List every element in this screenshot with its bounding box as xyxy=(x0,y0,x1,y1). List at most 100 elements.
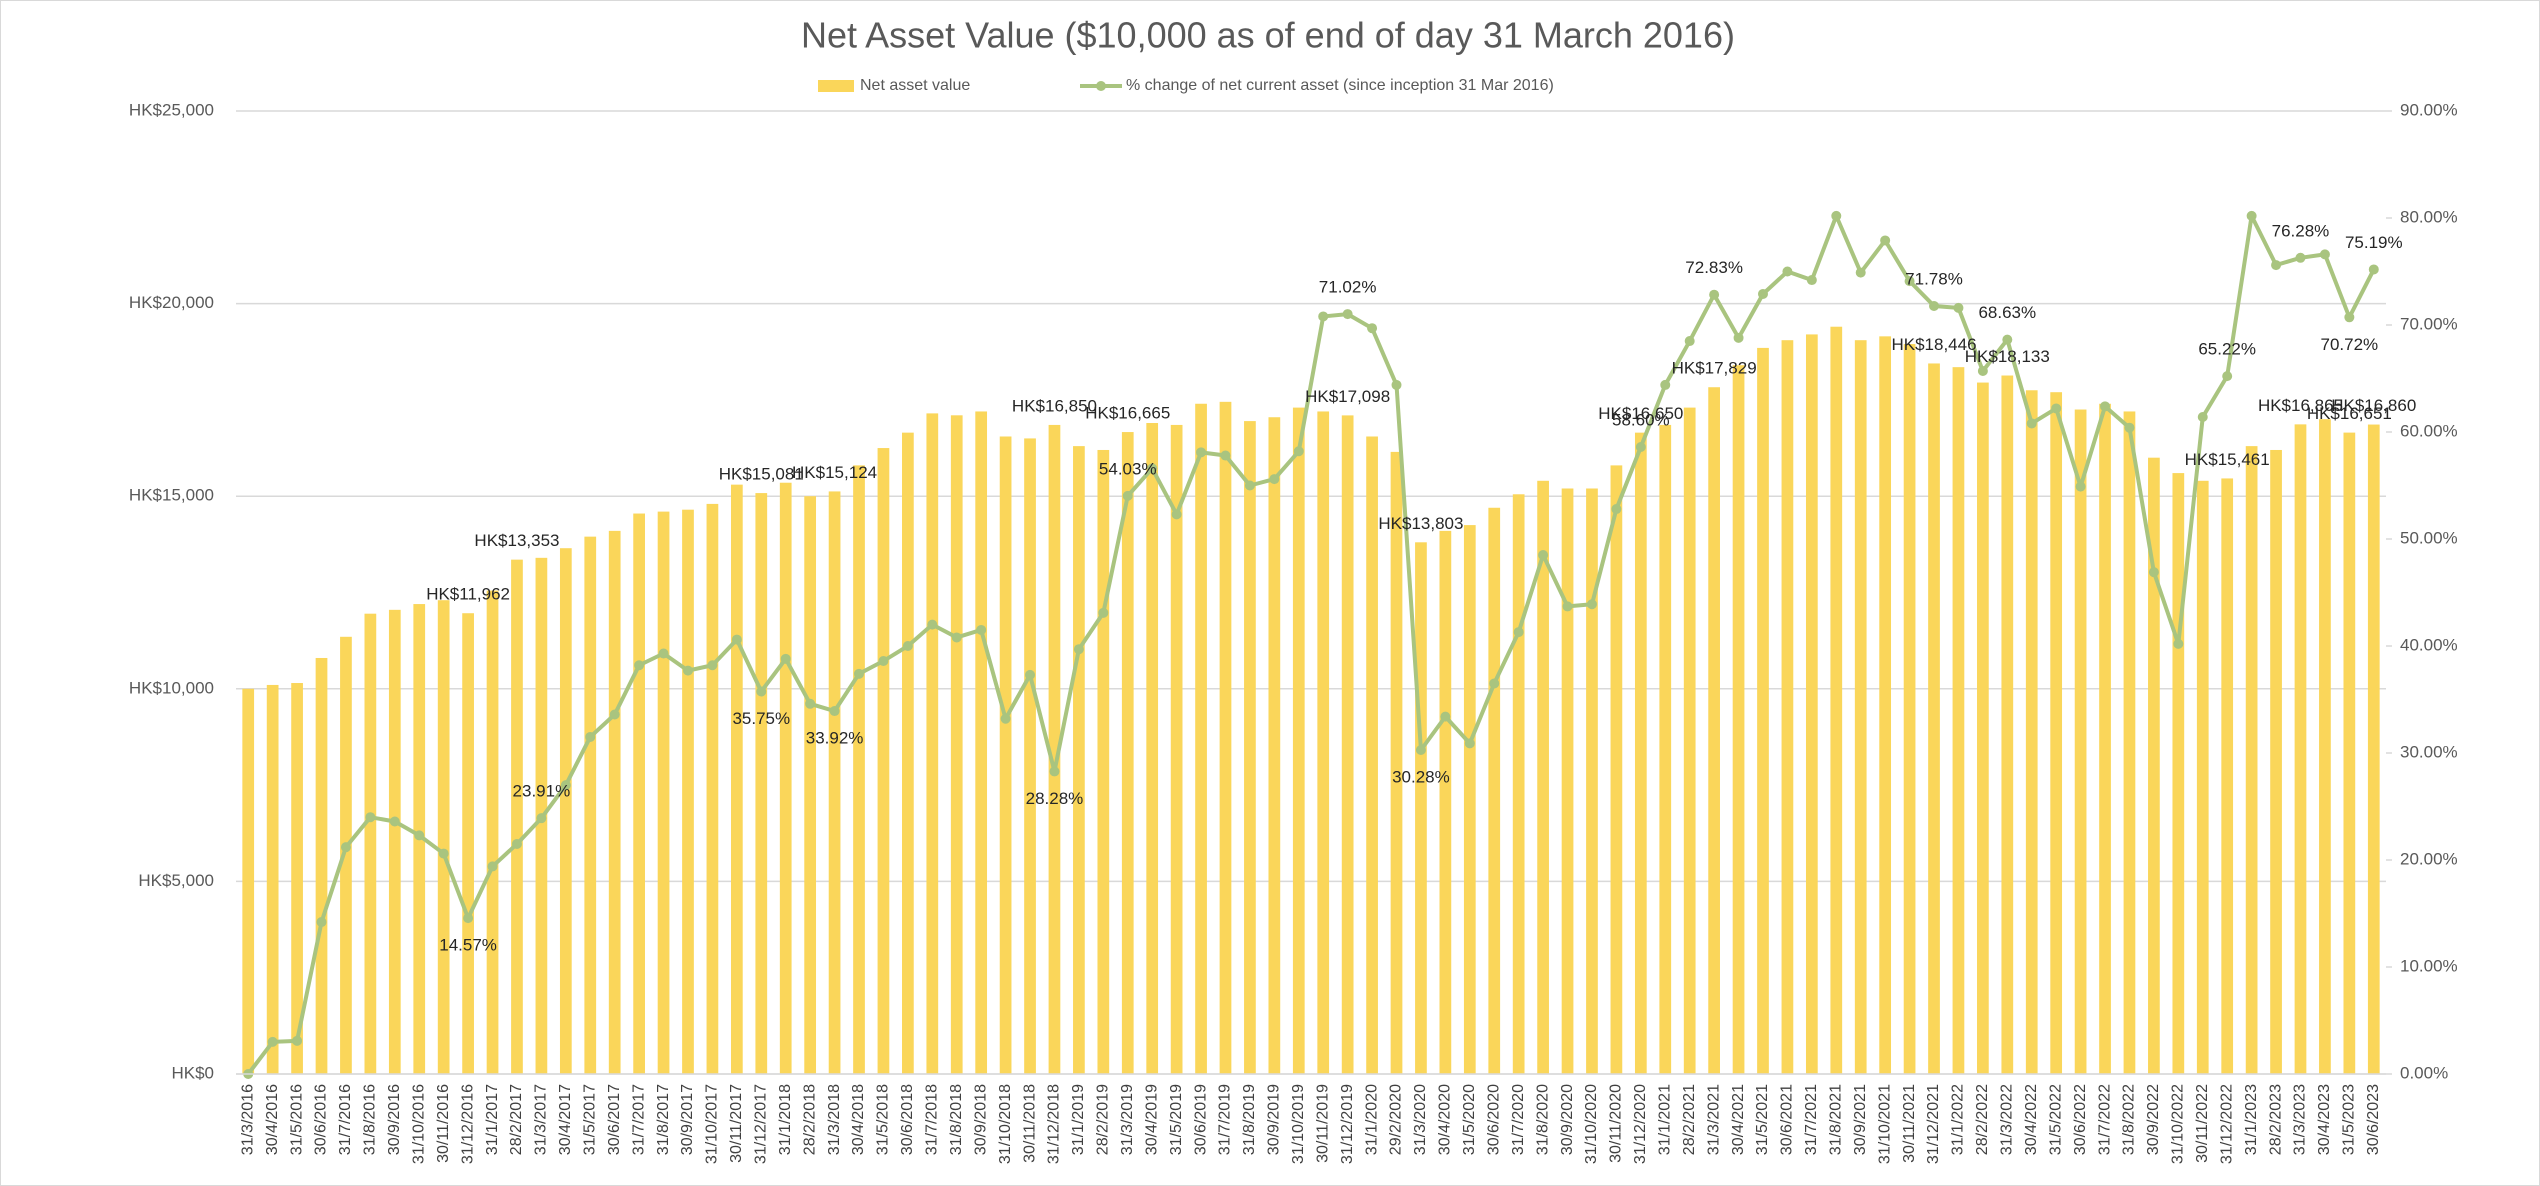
x-tick-label: 30/6/2019 xyxy=(1192,1084,1209,1155)
bar xyxy=(730,484,743,1074)
x-tick-label: 31/12/2021 xyxy=(1925,1084,1942,1164)
x-tick-label: 28/2/2017 xyxy=(508,1084,525,1155)
line-marker xyxy=(829,706,840,717)
x-tick-label: 31/8/2022 xyxy=(2121,1084,2138,1155)
line-marker xyxy=(2148,567,2159,578)
data-label: HK$17,098 xyxy=(1305,387,1390,406)
bar xyxy=(1561,488,1574,1075)
x-tick-label: 30/4/2017 xyxy=(557,1084,574,1155)
y2-tick-label: 0.00% xyxy=(2400,1063,2448,1082)
x-tick-label: 30/11/2020 xyxy=(1608,1084,1625,1163)
legend-swatch xyxy=(1096,81,1106,91)
x-tick-label: 31/7/2019 xyxy=(1217,1084,1234,1155)
x-tick-label: 30/6/2016 xyxy=(313,1084,330,1155)
bar xyxy=(1903,344,1916,1074)
line-marker xyxy=(1440,711,1451,722)
x-tick-label: 31/12/2016 xyxy=(459,1084,476,1164)
bar xyxy=(1317,411,1330,1074)
data-label: 33.92% xyxy=(806,729,864,748)
line-marker xyxy=(585,731,596,742)
x-tick-label: 31/8/2020 xyxy=(1534,1084,1551,1155)
line-marker xyxy=(1977,366,1988,377)
x-tick-label: 30/6/2018 xyxy=(899,1084,916,1155)
bar xyxy=(828,491,841,1074)
x-tick-label: 28/2/2018 xyxy=(801,1084,818,1155)
line-marker xyxy=(1586,599,1597,610)
line-marker xyxy=(2319,249,2330,260)
x-tick-label: 30/11/2016 xyxy=(435,1084,452,1163)
y2-tick-label: 70.00% xyxy=(2400,314,2458,333)
x-tick-label: 31/1/2023 xyxy=(2243,1084,2260,1155)
bar xyxy=(1928,363,1940,1074)
line-marker xyxy=(682,665,693,676)
bar xyxy=(2074,409,2087,1074)
bar xyxy=(2148,457,2160,1074)
x-tick-label: 28/2/2019 xyxy=(1095,1084,1112,1155)
bar xyxy=(2221,478,2234,1075)
x-tick-label: 31/12/2020 xyxy=(1632,1084,1649,1164)
data-label: HK$11,962 xyxy=(426,585,510,604)
x-tick-label: 31/12/2019 xyxy=(1339,1084,1356,1164)
bar xyxy=(2099,403,2111,1074)
line-marker xyxy=(780,653,791,664)
y2-tick-label: 10.00% xyxy=(2400,956,2458,975)
data-label: 35.75% xyxy=(732,709,790,728)
bar xyxy=(559,548,572,1074)
line-marker xyxy=(2026,418,2037,429)
bar xyxy=(1512,494,1525,1074)
data-label: 30.28% xyxy=(1392,767,1450,786)
line-marker xyxy=(1318,311,1329,322)
bar xyxy=(1634,432,1647,1075)
x-tick-label: 30/4/2021 xyxy=(1730,1084,1747,1155)
bar xyxy=(1366,436,1378,1074)
x-tick-label: 31/3/2023 xyxy=(2292,1084,2309,1155)
line-marker xyxy=(1147,463,1158,474)
y-tick-label: HK$10,000 xyxy=(129,678,214,697)
bar xyxy=(1146,423,1159,1075)
x-tick-label: 30/4/2023 xyxy=(2316,1084,2333,1155)
x-tick-label: 31/7/2022 xyxy=(2096,1084,2113,1155)
line-marker xyxy=(487,861,498,872)
x-tick-label: 30/9/2021 xyxy=(1852,1084,1869,1155)
data-label: 54.03% xyxy=(1099,459,1157,478)
data-label: 28.28% xyxy=(1026,789,1084,808)
bar xyxy=(1292,407,1305,1074)
data-label: HK$18,446 xyxy=(1891,335,1976,354)
bar xyxy=(2172,473,2185,1074)
bar xyxy=(2123,411,2136,1074)
line-marker xyxy=(1782,266,1793,277)
bar xyxy=(340,636,352,1074)
x-tick-label: 31/1/2018 xyxy=(777,1084,794,1155)
y2-tick-label: 30.00% xyxy=(2400,742,2458,761)
line-marker xyxy=(1489,678,1500,689)
line-marker xyxy=(316,917,327,928)
x-tick-label: 31/8/2019 xyxy=(1241,1084,1258,1155)
legend-swatch xyxy=(818,80,854,92)
bar xyxy=(779,482,792,1074)
bar xyxy=(1732,365,1745,1074)
line-marker xyxy=(2344,312,2355,323)
x-tick-label: 30/11/2017 xyxy=(728,1084,745,1163)
bar xyxy=(1586,488,1598,1075)
line-marker xyxy=(365,812,376,823)
x-tick-label: 31/10/2018 xyxy=(997,1084,1014,1164)
line-marker xyxy=(2124,422,2135,433)
line-marker xyxy=(463,913,474,924)
data-label: HK$15,124 xyxy=(792,463,877,482)
line-marker xyxy=(951,632,962,643)
line-marker xyxy=(1562,601,1573,612)
x-tick-label: 31/7/2020 xyxy=(1510,1084,1527,1155)
bar xyxy=(388,609,401,1074)
bar xyxy=(2001,375,2014,1074)
x-tick-label: 31/1/2017 xyxy=(484,1084,501,1155)
x-tick-label: 30/11/2019 xyxy=(1314,1084,1331,1163)
x-tick-label: 31/7/2017 xyxy=(630,1084,647,1155)
legend-label: Net asset value xyxy=(860,77,970,94)
x-tick-label: 30/4/2019 xyxy=(1143,1084,1160,1155)
x-tick-label: 31/12/2017 xyxy=(753,1084,770,1164)
x-tick-label: 31/12/2022 xyxy=(2218,1084,2235,1164)
bar xyxy=(1708,387,1720,1074)
x-tick-label: 31/10/2020 xyxy=(1583,1084,1600,1164)
x-tick-label: 31/7/2021 xyxy=(1803,1084,1820,1155)
